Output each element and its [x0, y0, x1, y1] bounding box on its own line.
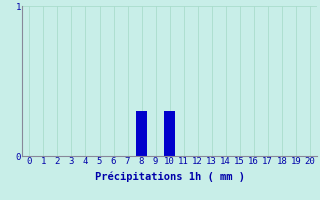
Bar	[164, 111, 175, 156]
Bar	[136, 111, 147, 156]
X-axis label: Précipitations 1h ( mm ): Précipitations 1h ( mm )	[95, 172, 244, 182]
